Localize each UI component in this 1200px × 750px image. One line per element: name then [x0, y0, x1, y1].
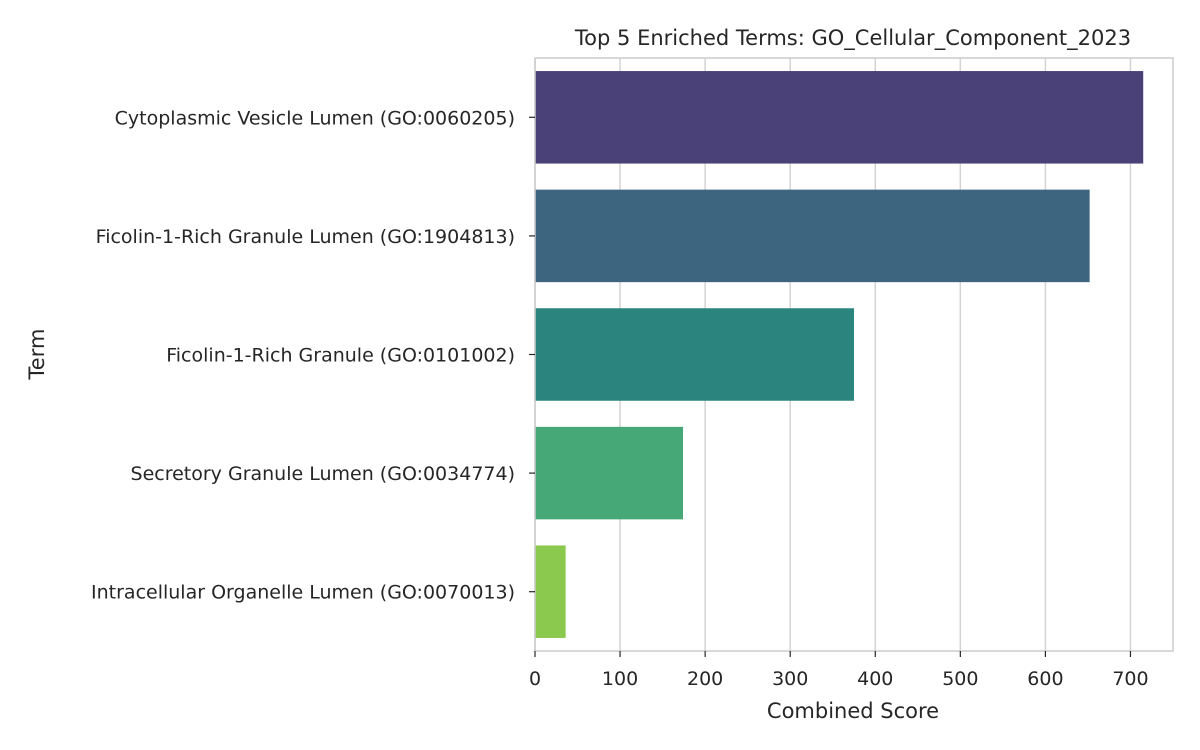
x-axis-label: Combined Score: [767, 699, 939, 723]
x-tick-label: 500: [942, 668, 978, 690]
x-tick-label: 700: [1112, 668, 1148, 690]
y-tick-label: Cytoplasmic Vesicle Lumen (GO:0060205): [115, 107, 515, 129]
x-axis-ticks: 0 100 200 300 400 500 600 700: [529, 651, 1149, 690]
x-tick-label: 100: [602, 668, 638, 690]
bars: [535, 71, 1144, 638]
bar: [535, 71, 1144, 164]
x-tick-label: 200: [687, 668, 723, 690]
bar: [535, 189, 1090, 283]
y-axis-label: Term: [25, 329, 49, 381]
x-tick-label: 400: [857, 668, 893, 690]
y-tick-label: Secretory Granule Lumen (GO:0034774): [131, 463, 515, 485]
bar: [535, 308, 854, 401]
y-tick-label: Ficolin-1-Rich Granule Lumen (GO:1904813…: [96, 226, 515, 248]
y-tick-label: Ficolin-1-Rich Granule (GO:0101002): [166, 345, 515, 367]
y-axis-ticks: Cytoplasmic Vesicle Lumen (GO:0060205) Fi…: [91, 107, 535, 604]
x-tick-label: 0: [529, 668, 541, 690]
x-tick-label: 300: [772, 668, 808, 690]
x-tick-label: 600: [1027, 668, 1063, 690]
y-tick-label: Intracellular Organelle Lumen (GO:007001…: [91, 582, 515, 604]
chart-title: Top 5 Enriched Terms: GO_Cellular_Compon…: [574, 26, 1131, 51]
bar: [535, 426, 684, 520]
bar: [535, 545, 566, 638]
